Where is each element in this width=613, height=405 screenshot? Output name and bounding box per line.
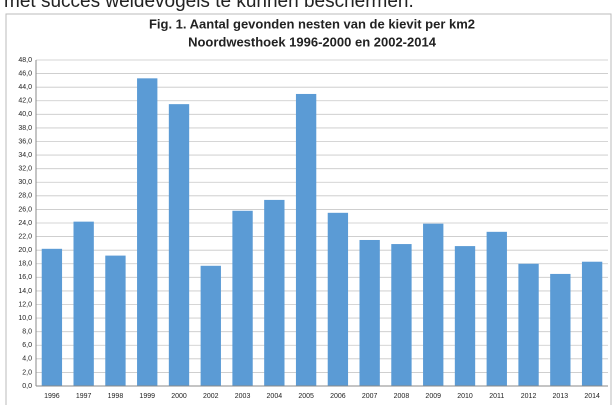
x-tick-label: 2011 (489, 393, 504, 400)
chart-title: Fig. 1. Aantal gevonden nesten van de ki… (149, 16, 475, 31)
x-tick-label: 2003 (235, 393, 251, 400)
bar (137, 78, 158, 387)
bar (550, 273, 571, 386)
chart-frame (5, 13, 612, 405)
x-tick-label: 2010 (457, 393, 473, 400)
y-tick-label: 28,0 (18, 193, 32, 200)
y-tick-label: 32,0 (18, 166, 32, 173)
y-tick-label: 16,0 (18, 274, 32, 281)
y-tick-label: 14,0 (18, 288, 32, 295)
y-tick-label: 44,0 (18, 84, 32, 91)
bar (454, 246, 476, 386)
y-tick-label: 10,0 (18, 315, 32, 322)
bar (232, 210, 253, 386)
bar (105, 255, 126, 386)
bar (486, 231, 507, 386)
y-tick-label: 36,0 (18, 138, 32, 145)
bar (168, 104, 190, 386)
x-tick-label: 2005 (298, 393, 314, 400)
x-tick-label: 2009 (425, 393, 441, 400)
bar (391, 244, 412, 386)
y-tick-label: 46,0 (18, 70, 32, 77)
x-tick-label: 1998 (108, 393, 124, 400)
y-tick-label: 30,0 (18, 179, 32, 186)
x-tick-label: 2004 (267, 393, 283, 400)
y-tick-label: 40,0 (18, 111, 32, 118)
bar (581, 261, 603, 386)
y-tick-label: 22,0 (18, 233, 32, 240)
x-tick-label: 2008 (394, 393, 410, 400)
y-tick-label: 42,0 (18, 98, 32, 105)
x-tick-label: 2007 (362, 393, 378, 400)
y-tick-label: 26,0 (18, 206, 32, 213)
y-tick-label: 6,0 (22, 342, 32, 349)
bar (41, 248, 63, 386)
y-tick-label: 0,0 (22, 383, 32, 390)
y-tick-label: 24,0 (18, 220, 32, 227)
bar (327, 212, 349, 386)
y-tick-label: 12,0 (18, 301, 32, 308)
bar (359, 239, 380, 386)
bar (423, 223, 444, 386)
y-tick-label: 18,0 (18, 261, 32, 268)
x-tick-label: 1999 (139, 393, 155, 400)
bar (295, 93, 317, 386)
x-tick-label: 2006 (330, 393, 346, 400)
x-tick-label: 1997 (76, 393, 92, 400)
x-tick-label: 2013 (553, 393, 569, 400)
y-tick-label: 38,0 (18, 125, 32, 132)
y-tick-label: 48,0 (18, 57, 32, 64)
x-tick-label: 2012 (521, 393, 537, 400)
y-tick-label: 4,0 (22, 356, 32, 363)
y-tick-label: 34,0 (18, 152, 32, 159)
chart-subtitle: Noordwesthoek 1996-2000 en 2002-2014 (188, 34, 437, 49)
x-tick-label: 2000 (171, 393, 187, 400)
bar (518, 263, 539, 386)
bar (73, 221, 94, 386)
x-tick-label: 2014 (584, 393, 600, 400)
y-tick-label: 2,0 (22, 369, 32, 376)
bar (200, 265, 221, 386)
x-tick-label: 1996 (44, 393, 60, 400)
page-text: met succes weidevogels te kunnen bescher… (4, 0, 414, 12)
x-tick-label: 2002 (203, 393, 219, 400)
y-tick-label: 8,0 (22, 329, 32, 336)
y-tick-label: 20,0 (18, 247, 32, 254)
bar (264, 199, 285, 386)
